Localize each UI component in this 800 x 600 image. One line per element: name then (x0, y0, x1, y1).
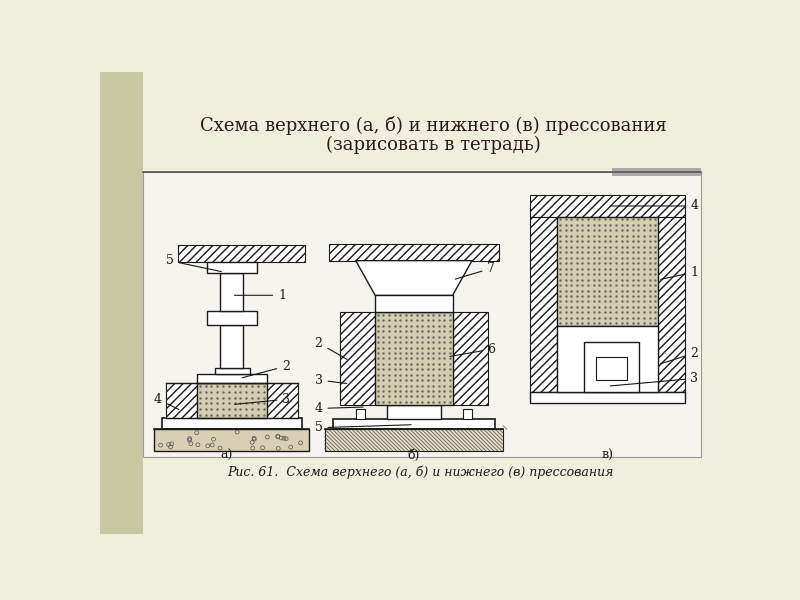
Bar (658, 217, 685, 392)
Bar (214, 368, 250, 374)
Bar (386, 404, 441, 419)
Polygon shape (356, 260, 472, 295)
Bar (197, 374, 266, 383)
Text: а): а) (220, 449, 233, 462)
Bar (266, 383, 298, 418)
Bar (375, 312, 453, 404)
Text: б): б) (408, 449, 420, 462)
Text: Рис. 61.  Схема верхнего (а, б) и нижнего (в) прессования: Рис. 61. Схема верхнего (а, б) и нижнего… (227, 466, 614, 479)
Bar (356, 409, 365, 419)
Bar (207, 311, 258, 325)
Bar (558, 326, 658, 392)
Bar (462, 409, 472, 419)
Text: 4: 4 (154, 393, 179, 410)
Text: 2: 2 (314, 337, 347, 359)
Text: (зарисовать в тетрадь): (зарисовать в тетрадь) (326, 136, 541, 154)
Bar (166, 383, 197, 418)
Text: 4: 4 (314, 402, 363, 415)
Text: 3: 3 (314, 373, 346, 386)
Bar (530, 217, 558, 392)
Bar (178, 245, 306, 262)
Bar (325, 429, 503, 451)
Text: 2: 2 (661, 347, 698, 364)
Text: 3: 3 (234, 393, 290, 406)
Bar (611, 168, 701, 176)
Bar (584, 341, 638, 392)
Bar (207, 262, 258, 273)
Bar (596, 357, 627, 380)
Bar (453, 312, 487, 404)
Bar (154, 429, 310, 451)
Bar (530, 195, 685, 217)
Bar (333, 419, 495, 429)
Bar (220, 325, 243, 368)
Text: 1: 1 (234, 289, 286, 302)
Text: 5: 5 (166, 254, 222, 272)
Bar (340, 312, 375, 404)
Bar (100, 72, 142, 534)
Text: 4: 4 (610, 199, 698, 212)
Bar (162, 418, 302, 429)
Bar (142, 172, 701, 457)
Bar (197, 383, 266, 418)
Text: Схема верхнего (а, б) и нижнего (в) прессования: Схема верхнего (а, б) и нижнего (в) прес… (200, 116, 666, 136)
Text: 5: 5 (314, 421, 411, 434)
Text: 3: 3 (610, 372, 698, 386)
Text: 2: 2 (242, 359, 290, 378)
Bar (220, 273, 243, 311)
Bar (375, 295, 453, 312)
Text: 6: 6 (450, 343, 495, 356)
Text: 7: 7 (455, 262, 495, 279)
Bar (329, 244, 499, 260)
Text: в): в) (602, 449, 614, 462)
Text: 1: 1 (661, 266, 698, 280)
Bar (558, 217, 658, 326)
Bar (530, 392, 685, 403)
